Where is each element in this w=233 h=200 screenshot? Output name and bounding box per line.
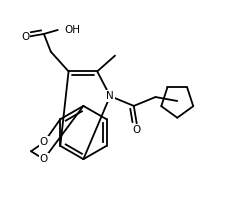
Text: OH: OH: [65, 25, 81, 35]
Text: O: O: [40, 137, 48, 147]
Text: N: N: [106, 91, 114, 101]
Text: O: O: [40, 154, 48, 164]
Text: O: O: [133, 125, 141, 135]
Text: O: O: [21, 32, 29, 42]
